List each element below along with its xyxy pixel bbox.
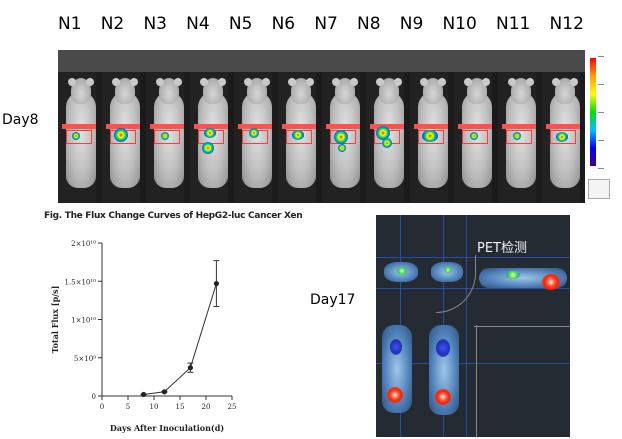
signal-spot	[376, 126, 390, 140]
y-tick-label: 1×10¹⁰	[71, 317, 96, 325]
mouse-8	[368, 72, 408, 203]
y-tick-label: 1.5×10¹⁰	[64, 278, 96, 286]
data-point	[161, 389, 167, 395]
colorbar	[590, 58, 596, 166]
signal-spot	[72, 132, 80, 140]
mouse-4	[192, 72, 232, 203]
day17-label: Day17	[310, 292, 356, 308]
data-point	[141, 391, 147, 398]
signal-spot	[382, 138, 392, 148]
pet-title: PET检测	[477, 241, 527, 256]
signal-spot	[422, 130, 438, 142]
signal-spot	[513, 132, 521, 140]
mouse-5	[236, 72, 276, 203]
y-tick-label: 0	[92, 393, 96, 401]
mouse-9	[412, 72, 452, 203]
signal-spot	[556, 132, 568, 142]
signal-spot	[249, 128, 259, 138]
series-line	[143, 283, 217, 395]
group-label-n12: N12	[549, 14, 584, 34]
group-label-n3: N3	[143, 14, 167, 34]
chart-title: Fig. The Flux Change Curves of HepG2-luc…	[44, 211, 302, 221]
mouse-11	[500, 72, 540, 203]
signal-spot	[161, 132, 169, 140]
group-label-n11: N11	[496, 14, 531, 34]
signal-spot	[338, 144, 346, 152]
signal-spot	[292, 130, 304, 140]
colorbar-ticks	[598, 56, 618, 169]
day8-label: Day8	[2, 112, 39, 128]
group-labels: N1 N2 N3 N4 N5 N6 N7 N8 N9 N10 N11 N12	[58, 14, 584, 34]
x-tick-label: 5	[126, 403, 130, 411]
signal-spot	[470, 132, 478, 140]
x-tick-label: 10	[150, 403, 159, 411]
group-label-n6: N6	[271, 14, 296, 34]
x-tick-label: 0	[100, 403, 104, 411]
bioluminescence-image	[58, 50, 585, 203]
y-tick-label: 5×10⁹	[74, 355, 96, 363]
group-label-n9: N9	[399, 14, 424, 34]
mouse-10	[456, 72, 496, 203]
y-tick-label: 2×10¹⁰	[71, 240, 96, 248]
data-point	[213, 280, 219, 287]
x-axis-label: Days After Inoculation(d)	[110, 423, 224, 433]
signal-spot	[334, 130, 348, 144]
colorbar-legend-box	[588, 179, 610, 199]
signal-spot	[114, 128, 128, 142]
mouse-6	[280, 72, 320, 203]
mouse-1	[60, 72, 100, 203]
mouse-2	[104, 72, 144, 203]
x-tick-label: 20	[202, 403, 211, 411]
flux-chart: 0 5×10⁹ 1×10¹⁰ 1.5×10¹⁰ 2×10¹⁰ 0 5 10 15 20 25 Days…	[50, 240, 237, 433]
data-point	[187, 365, 193, 371]
group-label-n7: N7	[314, 14, 338, 34]
group-label-n10: N10	[442, 14, 477, 34]
group-label-n5: N5	[228, 14, 253, 34]
mouse-12	[544, 72, 584, 203]
mouse-7	[324, 72, 364, 203]
group-label-n2: N2	[100, 14, 125, 34]
x-tick-label: 25	[228, 403, 237, 411]
signal-spot	[202, 142, 214, 154]
group-label-n4: N4	[186, 14, 210, 34]
x-tick-label: 15	[176, 403, 185, 411]
y-axis-label: Total Flux [p/s]	[50, 286, 60, 354]
group-label-n1: N1	[58, 14, 82, 34]
group-label-n8: N8	[357, 14, 381, 34]
signal-spot	[204, 128, 216, 138]
pet-image: PET检测	[376, 215, 570, 437]
mouse-3	[148, 72, 188, 203]
mice-row	[60, 72, 584, 203]
